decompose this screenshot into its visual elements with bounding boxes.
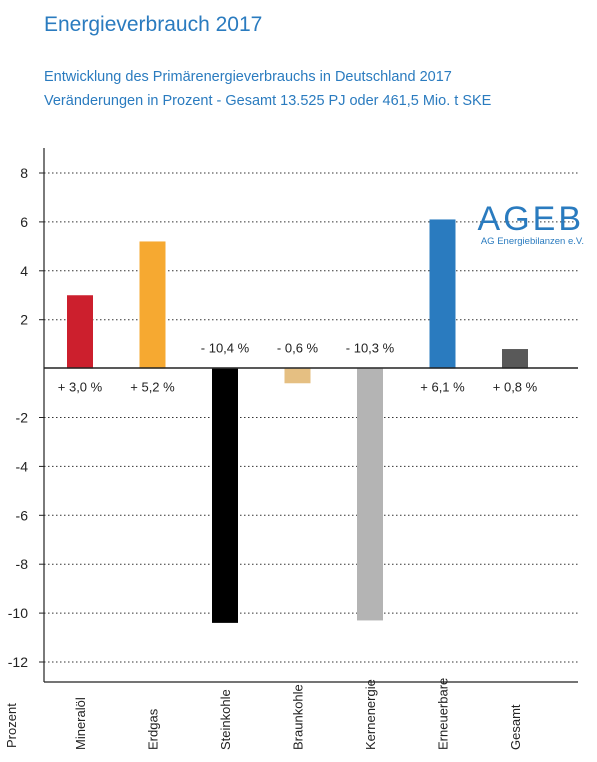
logo-tagline: AG Energiebilanzen e.V. [481, 236, 584, 247]
y-tick-label: -4 [16, 458, 29, 474]
data-label-6: + 0,8 % [493, 380, 538, 395]
data-label-2: - 10,4 % [201, 341, 250, 356]
y-tick-label: 6 [20, 214, 28, 230]
y-tick-label: -2 [16, 410, 29, 426]
ageb-logo: AGEB AG Energiebilanzen e.V. [478, 200, 584, 247]
category-label-5: Erneuerbare [436, 678, 451, 750]
y-axis-label: Prozent [4, 703, 19, 748]
y-tick-label: -12 [8, 654, 28, 670]
gridlines [44, 172, 578, 663]
y-tick-label: 4 [20, 263, 28, 279]
y-tick-label: 2 [20, 312, 28, 328]
data-label-5: + 6,1 % [420, 380, 465, 395]
bar-6 [502, 349, 528, 369]
category-label-6: Gesamt [508, 704, 523, 750]
chart-title: Energieverbrauch 2017 [44, 13, 262, 36]
y-tick-label: -6 [16, 507, 29, 523]
y-tick-label: -8 [16, 556, 29, 572]
data-label-1: + 5,2 % [130, 380, 175, 395]
chart-subtitle-line-1: Entwicklung des Primärenergieverbrauchs … [44, 69, 452, 85]
chart-subtitle-line-2: Veränderungen in Prozent - Gesamt 13.525… [44, 93, 492, 109]
y-axis-ticks: 8 6 4 2 -2 -4 -6 -8 -10 -12 [8, 165, 44, 670]
data-label-0: + 3,0 % [58, 380, 103, 395]
bars [67, 219, 528, 623]
category-label-2: Steinkohle [218, 689, 233, 750]
bar-1 [139, 241, 166, 369]
data-label-3: - 0,6 % [277, 341, 319, 356]
bar-2 [212, 368, 238, 623]
bar-5 [429, 219, 456, 369]
data-label-4: - 10,3 % [346, 341, 395, 356]
data-labels: + 3,0 % + 5,2 % - 10,4 % - 0,6 % - 10,3 % + 6… [58, 341, 538, 395]
category-label-4: Kernenergie [363, 679, 378, 750]
bar-4 [357, 368, 383, 621]
bar-0 [67, 295, 93, 369]
category-label-0: Mineralöl [73, 697, 88, 750]
category-label-1: Erdgas [146, 708, 161, 750]
bar-3 [284, 368, 311, 384]
y-tick-label: -10 [8, 605, 28, 621]
y-tick-label: 8 [20, 165, 28, 181]
logo-text: AGEB [478, 200, 584, 238]
category-labels: Mineralöl Erdgas Steinkohle Braunkohle Kerne… [73, 678, 523, 750]
category-label-3: Braunkohle [291, 684, 306, 750]
